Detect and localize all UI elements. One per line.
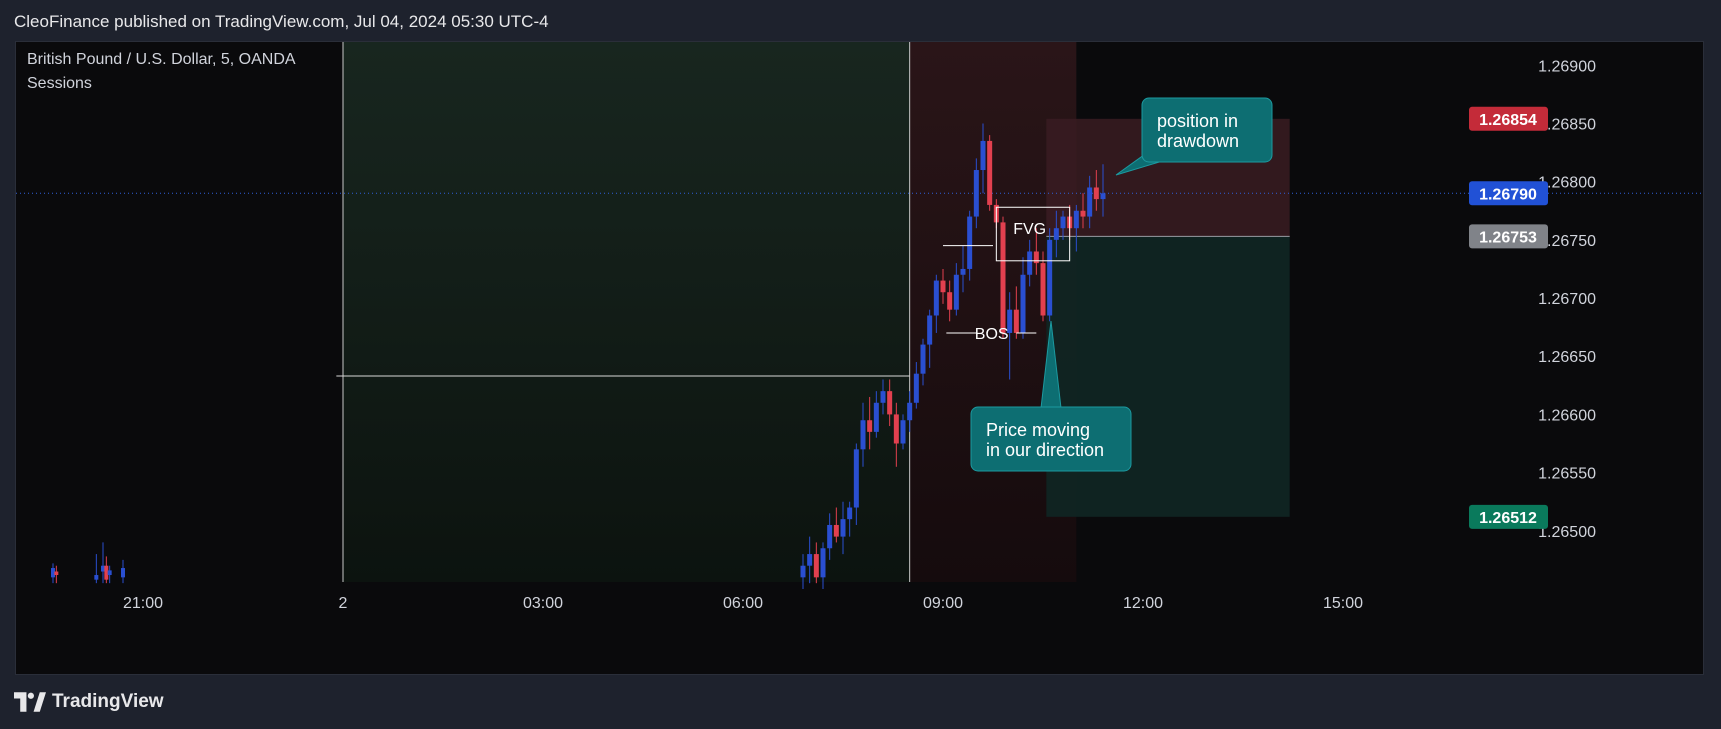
candle-body: [867, 420, 873, 432]
fvg-box: [995, 206, 1071, 262]
price-axis-tick: 1.26550: [1538, 466, 1596, 483]
price-axis-tick: 1.26500: [1538, 524, 1596, 541]
price-tag-label: 1.26790: [1479, 186, 1537, 203]
previous-day-candle-body: [94, 575, 99, 580]
bos-label: BOS: [975, 326, 1009, 343]
price-axis-tick: 1.26700: [1538, 291, 1596, 308]
candle-body: [880, 391, 886, 403]
previous-day-candle-body: [107, 570, 112, 576]
candle-body: [1100, 193, 1106, 200]
candle-body: [960, 268, 966, 275]
time-axis-tick: 06:00: [723, 595, 763, 612]
time-axis-tick: 2: [339, 595, 348, 612]
candle-body: [913, 373, 919, 403]
candle-body: [1060, 216, 1066, 229]
price-axis-tick: 1.26600: [1538, 407, 1596, 424]
candle-body: [1033, 251, 1039, 264]
candle-body: [927, 315, 933, 345]
candle-body: [1013, 309, 1019, 333]
callout-drawdown-text: position in: [1157, 111, 1238, 131]
previous-day-candle-body: [104, 565, 109, 580]
candle-body: [953, 274, 959, 310]
previous-day-candle-body: [101, 565, 105, 572]
callout-price-direction-box[interactable]: [970, 406, 1132, 472]
tradingview-logo-icon: [14, 692, 46, 712]
candle-body: [807, 554, 813, 566]
candle-body: [813, 554, 819, 578]
candle-body: [1020, 274, 1026, 333]
candle-body: [987, 140, 993, 205]
price-axis-tick: 1.26750: [1538, 233, 1596, 250]
candle-body: [967, 216, 973, 269]
candle-body: [860, 420, 866, 450]
previous-day-candle-body: [51, 568, 55, 578]
time-axis-tick: 21:00: [123, 595, 163, 612]
candle-body: [1093, 187, 1099, 200]
callout-drawdown-text: drawdown: [1157, 131, 1239, 151]
price-tag-label: 1.26854: [1479, 112, 1537, 129]
candle-body: [820, 548, 826, 578]
session-asia-zone: [343, 42, 910, 582]
candle-body: [847, 507, 853, 520]
symbol-legend[interactable]: British Pound / U.S. Dollar, 5, OANDA: [27, 51, 296, 68]
candle-body: [833, 524, 839, 537]
candle-body: [873, 402, 879, 432]
fvg-label: FVG: [1013, 221, 1046, 238]
price-tag[interactable]: [1469, 504, 1548, 529]
price-tag-label: 1.26512: [1479, 510, 1537, 527]
sessions-indicator-label[interactable]: Sessions: [27, 75, 92, 92]
chart-frame[interactable]: BOS FVG position in drawdown Price moving in …: [15, 41, 1704, 675]
candle-body: [907, 402, 913, 421]
candle-body: [973, 170, 979, 217]
candle-body: [940, 280, 946, 293]
candle-body: [893, 414, 899, 444]
time-axis-tick: 03:00: [523, 595, 563, 612]
candle-body: [1007, 309, 1013, 333]
price-axis-tick: 1.26850: [1538, 116, 1596, 133]
candle-body: [1040, 263, 1046, 316]
previous-day-candle-body: [54, 571, 59, 576]
candle-body: [887, 391, 893, 415]
candle-body: [900, 420, 906, 444]
price-axis-tick: 1.26800: [1538, 175, 1596, 192]
tradingview-logo[interactable]: TradingView: [14, 691, 164, 713]
price-axis-tick: 1.26900: [1538, 58, 1596, 75]
price-tag-label: 1.26753: [1479, 229, 1537, 246]
candle-body: [1047, 239, 1053, 316]
candle-body: [800, 565, 806, 578]
callout-price-direction-text: Price moving: [986, 420, 1090, 440]
candle-body: [1027, 251, 1033, 275]
candle-body: [1053, 228, 1059, 240]
time-axis-tick: 12:00: [1123, 595, 1163, 612]
price-tag[interactable]: [1469, 181, 1548, 206]
candle-body: [840, 519, 846, 537]
candle-body: [1080, 210, 1086, 217]
callout-drawdown-box[interactable]: [1141, 97, 1273, 163]
candle-body: [1000, 222, 1006, 333]
time-axis-tick: 09:00: [923, 595, 963, 612]
candle-body: [1087, 187, 1093, 217]
candle-body: [933, 280, 939, 316]
time-axis-tick: 15:00: [1323, 595, 1363, 612]
callout-price-direction-text: in our direction: [986, 440, 1104, 460]
price-axis-tick: 1.26650: [1538, 349, 1596, 366]
candle-body: [827, 524, 833, 549]
candle-body: [920, 344, 926, 374]
tradingview-brand: TradingView: [52, 691, 164, 712]
candle-body: [1073, 210, 1079, 229]
candle-body: [947, 292, 953, 310]
price-tag[interactable]: [1469, 106, 1548, 131]
publication-header: CleoFinance published on TradingView.com…: [14, 12, 549, 31]
position-target-zone[interactable]: [1046, 236, 1290, 517]
previous-day-candle-body: [121, 568, 125, 578]
price-tag[interactable]: [1469, 224, 1548, 249]
candle-body: [853, 449, 859, 508]
candle-body: [980, 140, 986, 171]
